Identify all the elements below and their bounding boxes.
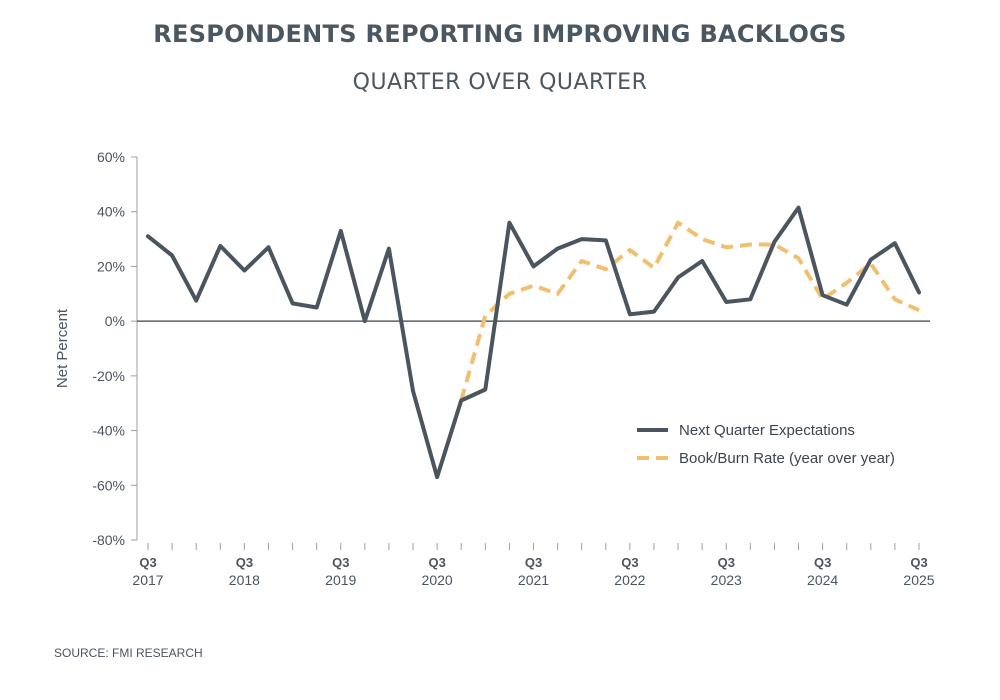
x-tick-label-year: 2023 xyxy=(711,572,742,588)
chart-subtitle: QUARTER OVER QUARTER xyxy=(352,70,648,95)
x-tick-label-quarter: Q3 xyxy=(621,555,638,570)
x-tick-label-year: 2018 xyxy=(229,572,260,588)
x-tick-label-quarter: Q3 xyxy=(139,555,156,570)
legend-entry: Book/Burn Rate (year over year) xyxy=(679,450,895,467)
x-tick-label-quarter: Q3 xyxy=(718,555,735,570)
x-tick-label-quarter: Q3 xyxy=(236,555,253,570)
x-tick-label-quarter: Q3 xyxy=(428,555,445,570)
x-tick-label-quarter: Q3 xyxy=(332,555,349,570)
y-tick-label: 20% xyxy=(97,258,125,274)
y-tick-label: -80% xyxy=(92,532,125,548)
x-tick-label-year: 2020 xyxy=(422,572,453,588)
x-tick-label-quarter: Q3 xyxy=(910,555,927,570)
x-tick-label-year: 2024 xyxy=(807,572,838,588)
legend-entry: Next Quarter Expectations xyxy=(679,422,855,439)
y-tick-label: 40% xyxy=(97,204,125,220)
series-layer xyxy=(146,205,921,480)
y-tick-label: -20% xyxy=(92,368,125,384)
chart-legend: Next Quarter Expectations Book/Burn Rate … xyxy=(637,422,895,467)
x-tick-label-year: 2022 xyxy=(614,572,645,588)
y-tick-label: 0% xyxy=(105,313,125,329)
x-tick-label-year: 2025 xyxy=(903,572,934,588)
chart-axes: -80% -60% -40% -20% 0% 20% 40% 60% Q3 2017 Q3 2018 Q… xyxy=(54,149,935,588)
x-tick-label-year: 2021 xyxy=(518,572,549,588)
series-line-book-burn-rate xyxy=(459,220,920,402)
x-tick-label-year: 2017 xyxy=(132,572,163,588)
y-tick-label: -60% xyxy=(92,477,125,493)
x-tick-label-quarter: Q3 xyxy=(525,555,542,570)
series-line-next-quarter-expectations xyxy=(146,205,921,480)
y-axis-title: Net Percent xyxy=(54,308,71,388)
x-tick-label-year: 2019 xyxy=(325,572,356,588)
y-tick-label: 60% xyxy=(97,149,125,165)
y-tick-label: -40% xyxy=(92,423,125,439)
source-note: SOURCE: FMI RESEARCH xyxy=(54,646,203,660)
chart-title: RESPONDENTS REPORTING IMPROVING BACKLOGS xyxy=(153,20,847,48)
x-tick-label-quarter: Q3 xyxy=(814,555,831,570)
